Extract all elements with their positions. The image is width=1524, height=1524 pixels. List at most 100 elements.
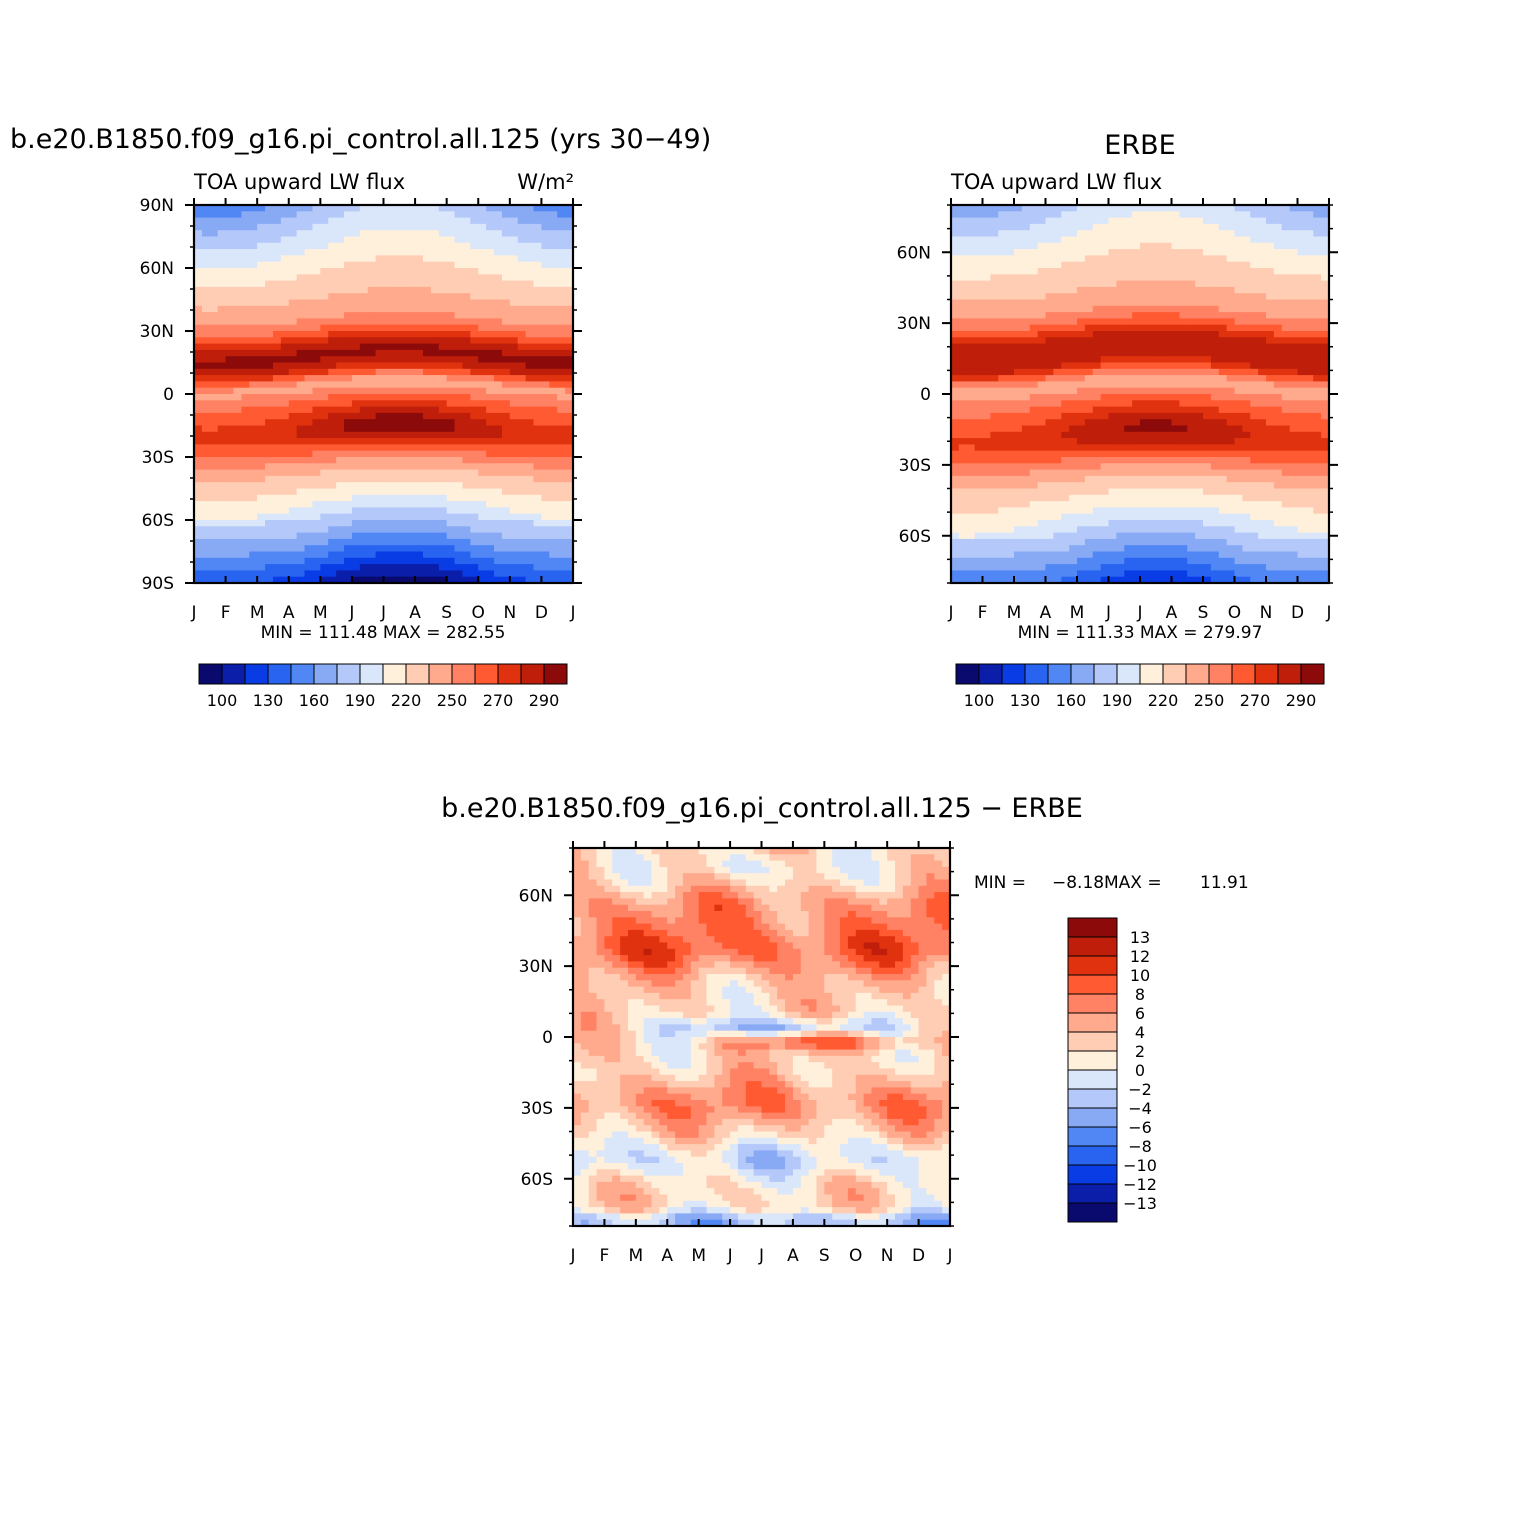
contour-cell <box>304 494 314 502</box>
contour-cell <box>280 318 290 326</box>
contour-cell <box>1234 450 1243 458</box>
contour-cell <box>1203 419 1212 427</box>
contour-cell <box>399 318 408 326</box>
contour-cell <box>415 223 424 231</box>
contour-cell <box>249 576 258 584</box>
contour-cell <box>320 305 329 313</box>
contour-cell <box>257 318 266 326</box>
contour-cell <box>257 532 266 540</box>
contour-cell <box>966 343 976 351</box>
contour-cell <box>383 513 392 521</box>
contour-cell <box>1029 230 1039 238</box>
contour-cell <box>304 230 314 238</box>
contour-cell <box>470 211 479 219</box>
contour-cell <box>257 570 266 578</box>
contour-cell <box>265 482 274 490</box>
contour-cell <box>280 261 290 269</box>
contour-cell <box>375 463 385 471</box>
contour-cell <box>1171 368 1180 376</box>
contour-cell <box>990 286 999 294</box>
contour-cell <box>265 469 274 477</box>
contour-cell <box>1234 274 1243 282</box>
contour-cell <box>336 205 345 212</box>
contour-cell <box>1100 286 1110 294</box>
contour-cell <box>541 337 550 345</box>
contour-cell <box>233 261 242 269</box>
contour-cell <box>1218 299 1228 307</box>
contour-cell <box>1313 299 1322 307</box>
contour-cell <box>1234 349 1243 357</box>
contour-cell <box>201 299 211 307</box>
contour-cell <box>1077 444 1086 452</box>
contour-cell <box>1305 331 1314 338</box>
contour-cell <box>375 551 385 559</box>
contour-cell <box>958 381 968 389</box>
contour-cell <box>304 381 314 389</box>
contour-cell <box>257 412 266 420</box>
contour-cell <box>194 551 203 559</box>
contour-cell <box>1289 362 1299 370</box>
contour-cell <box>265 230 274 238</box>
contour-cell <box>1258 324 1267 332</box>
contour-cell <box>375 457 385 464</box>
colorbar-swatch <box>290 663 315 685</box>
contour-cell <box>415 507 424 515</box>
contour-cell <box>470 570 479 578</box>
contour-cell <box>1281 305 1291 313</box>
contour-cell <box>272 268 282 275</box>
contour-cell <box>982 387 991 395</box>
contour-cell <box>1124 293 1133 301</box>
contour-cell <box>1289 299 1299 307</box>
contour-cell <box>494 205 503 212</box>
contour-cell <box>375 513 385 521</box>
contour-cell <box>1037 211 1047 219</box>
contour-cell <box>1116 412 1125 420</box>
contour-cell <box>1313 444 1322 452</box>
contour-cell <box>422 375 432 382</box>
contour-cell <box>320 488 329 496</box>
contour-cell <box>1029 305 1039 313</box>
contour-cell <box>194 501 203 508</box>
contour-cell <box>509 318 519 326</box>
contour-cell <box>1116 299 1125 307</box>
contour-cell <box>367 538 377 546</box>
contour-cell <box>241 520 250 527</box>
contour-cell <box>288 520 298 527</box>
contour-cell <box>1281 394 1291 401</box>
contour-cell <box>288 375 298 382</box>
contour-cell <box>407 324 416 332</box>
contour-cell <box>958 349 968 357</box>
contour-cell <box>399 438 408 445</box>
contour-cell <box>549 375 558 382</box>
contour-cell <box>1077 368 1086 376</box>
contour-cell <box>1218 362 1228 370</box>
contour-cell <box>1187 242 1196 250</box>
contour-cell <box>391 412 400 420</box>
contour-cell <box>351 482 361 490</box>
contour-cell <box>1297 406 1306 414</box>
contour-cell <box>375 242 385 250</box>
contour-cell <box>407 312 416 319</box>
contour-cell <box>312 387 321 395</box>
contour-cell <box>1155 324 1165 332</box>
contour-cell <box>194 211 203 219</box>
contour-cell <box>194 488 203 496</box>
contour-cell <box>1045 324 1054 332</box>
contour-cell <box>272 343 282 351</box>
contour-cell <box>280 299 290 307</box>
contour-cell <box>422 324 432 332</box>
contour-cell <box>470 576 479 584</box>
contour-cell <box>422 217 432 225</box>
contour-cell <box>509 312 519 319</box>
contour-cell <box>478 570 487 578</box>
contour-cell <box>1266 331 1275 338</box>
contour-cell <box>209 230 219 238</box>
contour-cell <box>509 299 519 307</box>
contour-cell <box>1313 387 1322 395</box>
contour-cell <box>1053 419 1062 427</box>
contour-cell <box>1321 312 1330 319</box>
contour-cell <box>296 236 306 244</box>
contour-cell <box>249 242 258 250</box>
contour-cell <box>1124 457 1133 464</box>
contour-cell <box>1140 318 1149 326</box>
